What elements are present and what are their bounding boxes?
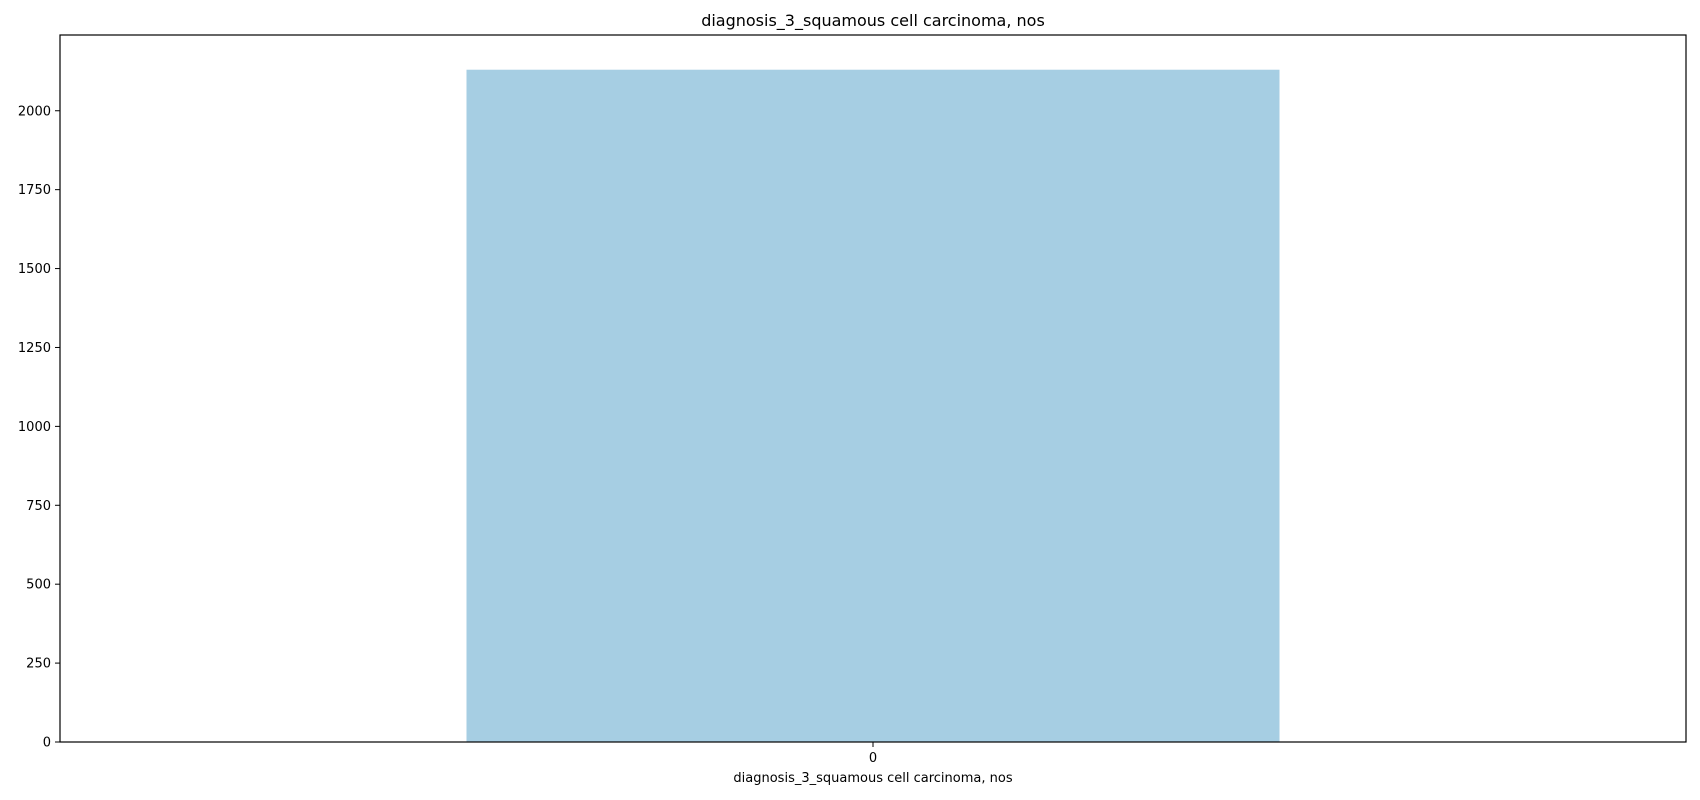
bar-0 bbox=[466, 69, 1280, 742]
y-tick-label: 0 bbox=[43, 736, 51, 751]
bars-group bbox=[466, 69, 1280, 742]
y-tick-label: 250 bbox=[26, 657, 51, 672]
y-tick-label: 1750 bbox=[18, 183, 51, 198]
x-axis-label: diagnosis_3_squamous cell carcinoma, nos bbox=[733, 771, 1012, 786]
y-tick-label: 1250 bbox=[18, 341, 51, 356]
plot-frame bbox=[59, 34, 1687, 743]
y-tick-label: 1000 bbox=[18, 420, 51, 435]
y-axis: 0 250 500 750 1000 1250 1500 1750 2000 bbox=[18, 104, 60, 751]
y-tick-label: 2000 bbox=[18, 104, 51, 119]
x-axis: 0 bbox=[869, 742, 877, 766]
y-tick-label: 1500 bbox=[18, 262, 51, 277]
y-tick-label: 500 bbox=[26, 578, 51, 593]
chart-title: diagnosis_3_squamous cell carcinoma, nos bbox=[701, 11, 1045, 31]
x-tick-label: 0 bbox=[869, 751, 877, 766]
y-tick-label: 750 bbox=[26, 499, 51, 514]
